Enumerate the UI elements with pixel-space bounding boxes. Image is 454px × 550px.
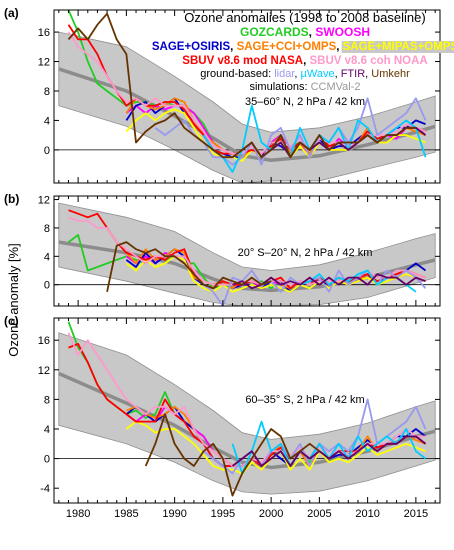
legend-entry: ground-based:: [200, 68, 274, 80]
series-line-umkehr: [144, 413, 320, 497]
y-tick-label: 8: [44, 394, 50, 406]
legend-entry: ,: [336, 41, 342, 53]
x-tick-label: 2015: [404, 508, 428, 520]
y-tick-label: 8: [44, 223, 50, 235]
legend-entry: SWOOSH: [315, 25, 370, 39]
legend-entry: SBUV v8.6 mod NASA: [182, 55, 303, 67]
legend-highlight-box: [341, 41, 454, 53]
legend-row-0: GOZCARDS, SWOOSH: [240, 25, 370, 39]
legend-row-4: simulations: CCMVal-2: [249, 81, 360, 93]
y-tick-label: 0: [44, 145, 50, 157]
legend-entry: Umkehr: [371, 68, 410, 80]
x-tick-label: 2005: [307, 508, 331, 520]
legend-entry: ,: [230, 41, 236, 53]
y-tick-label: 16: [38, 335, 50, 347]
legend-entry: ,: [365, 68, 371, 80]
series-line-sbuv-v8-6-mod-nasa: [68, 209, 426, 290]
panel-frame: [53, 195, 441, 307]
legend-entry: FTIR: [341, 68, 365, 80]
panel-label: (a): [4, 6, 19, 20]
chart-title: Ozone anomalies (1998 to 2008 baseline): [184, 10, 425, 25]
y-tick-label: 12: [38, 365, 50, 377]
y-tick-label: 12: [38, 195, 50, 207]
y-tick-label: 4: [44, 424, 50, 436]
legend-entry: SAGE+MIPAS+OMPS: [343, 41, 454, 53]
panel-annotation: 35–60° N, 2 hPa / 42 km: [245, 96, 365, 108]
panel-label: (c): [4, 314, 19, 328]
y-tick-label: 12: [38, 57, 50, 69]
panel-frame: [53, 317, 441, 504]
x-tick-label: 1980: [66, 508, 90, 520]
legend-entry: µWave: [301, 68, 335, 80]
legend: Ozone anomalies (1998 to 2008 baseline)G…: [152, 10, 454, 93]
panel-1: 0 4 8 12 (b) 20° S–20° N, 2 hPa / 42 km: [4, 192, 441, 307]
legend-entry: ,: [309, 25, 316, 39]
x-tick-label: 2010: [355, 508, 379, 520]
panel-frame: [53, 9, 441, 184]
panel-0: 0 4 8 12 16 (a) 35–60° N, 2 hPa / 42 km: [4, 6, 441, 184]
y-tick-label: 8: [44, 86, 50, 98]
y-tick-label: 16: [38, 27, 50, 39]
legend-row-3: ground-based: lidar, µWave, FTIR, Umkehr: [200, 68, 410, 80]
legend-entry: ,: [294, 68, 300, 80]
x-tick-label: 1985: [114, 508, 138, 520]
panel-label: (b): [4, 192, 19, 206]
legend-entry: ,: [303, 55, 309, 67]
x-tick-label: 2000: [259, 508, 283, 520]
series-line-umkehr: [67, 12, 416, 159]
legend-entry: lidar: [274, 68, 295, 80]
panel-plot-area: [54, 321, 440, 497]
x-tick-label: 1990: [162, 508, 186, 520]
y-tick-label: 4: [44, 251, 50, 263]
x-tick-label: 1995: [211, 508, 235, 520]
series-line-sbuv-v8-6-mod-nasa: [67, 24, 426, 155]
series-line-lidar: [203, 269, 427, 306]
y-tick-label: 0: [44, 454, 50, 466]
legend-entry: simulations:: [249, 81, 310, 93]
series-line-ftir: [232, 273, 426, 290]
legend-entry: GOZCARDS: [240, 25, 309, 39]
series-line-ftir: [231, 435, 427, 467]
legend-entry: CCMVal-2: [311, 81, 361, 93]
panel-annotation: 20° S–20° N, 2 hPa / 42 km: [238, 247, 373, 259]
series-line-umkehr: [106, 241, 272, 292]
legend-entry: ,: [335, 68, 341, 80]
legend-entry: SBUV v8.6 coh NOAA: [309, 55, 427, 67]
y-tick-label: 0: [44, 280, 50, 292]
legend-row-2: SBUV v8.6 mod NASA, SBUV v8.6 coh NOAA: [182, 55, 427, 67]
y-tick-label: 4: [44, 115, 50, 127]
y-axis-label: Ozone anomaly [%]: [6, 243, 21, 356]
panel-2: -4 0 4 8 12 16 1980 1985 1990 1995 2000 2005 2010 201…: [4, 314, 441, 520]
legend-entry: SAGE+CCI+OMPS: [237, 41, 337, 53]
legend-row-1: SAGE+OSIRIS, SAGE+CCI+OMPS, SAGE+MIPAS+O…: [152, 41, 454, 53]
y-tick-label: -4: [40, 483, 50, 495]
panel-plot-area: [54, 10, 440, 183]
legend-entry: SAGE+OSIRIS: [152, 41, 231, 53]
panel-plot-area: [54, 202, 440, 306]
panels-group: 0 4 8 12 16 (a) 35–60° N, 2 hPa / 42 km 0 4 8 12 (b…: [4, 6, 441, 520]
series-line-sage-cci-omps: [126, 405, 426, 467]
panel-annotation: 60–35° S, 2 hPa / 42 km: [245, 394, 364, 406]
